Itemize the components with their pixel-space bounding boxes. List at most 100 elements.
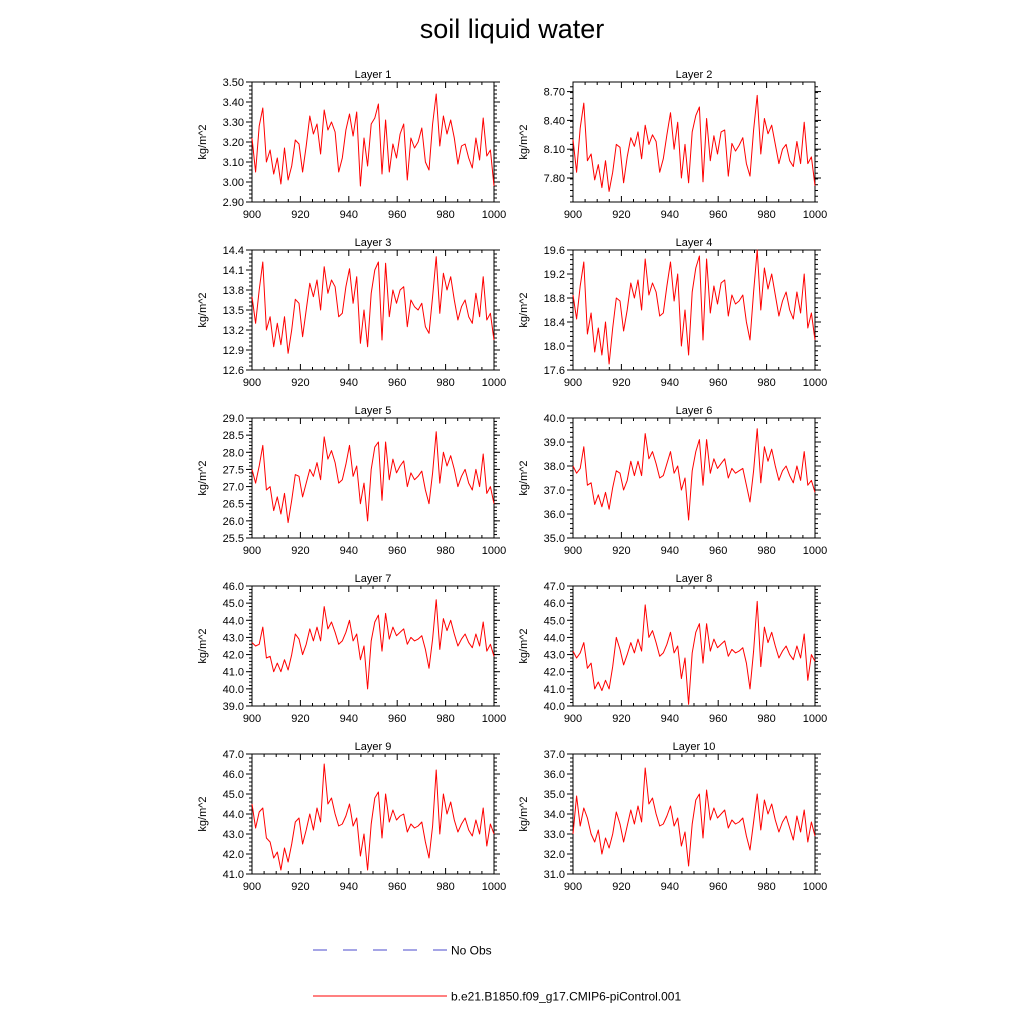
plot-panel: Layer 6 kg/m^2 900 920 940 960 980 1000 35.0 36.0… bbox=[518, 405, 827, 557]
x-tick-label: 920 bbox=[612, 209, 630, 221]
plot-panel: Layer 1 kg/m^2 900 920 940 960 980 1000 2.90 3.00… bbox=[197, 69, 506, 221]
x-tick-label: 920 bbox=[291, 209, 309, 221]
x-tick-label: 960 bbox=[709, 713, 727, 725]
x-tick-label: 940 bbox=[661, 881, 679, 893]
x-tick-label: 1000 bbox=[482, 713, 506, 725]
y-tick-label: 14.1 bbox=[223, 265, 244, 277]
y-axis-label: kg/m^2 bbox=[197, 628, 209, 663]
y-tick-label: 47.0 bbox=[223, 749, 244, 761]
y-tick-label: 27.5 bbox=[223, 464, 244, 476]
x-tick-label: 940 bbox=[340, 713, 358, 725]
y-tick-label: 42.0 bbox=[223, 849, 244, 861]
x-tick-label: 980 bbox=[757, 545, 775, 557]
y-tick-label: 8.70 bbox=[544, 87, 565, 99]
series-line bbox=[572, 428, 816, 521]
x-tick-label: 980 bbox=[436, 545, 454, 557]
y-tick-label: 14.4 bbox=[223, 245, 244, 257]
x-tick-label: 920 bbox=[291, 713, 309, 725]
x-tick-label: 940 bbox=[661, 545, 679, 557]
x-tick-label: 1000 bbox=[803, 881, 827, 893]
x-tick-label: 940 bbox=[340, 209, 358, 221]
x-tick-label: 920 bbox=[612, 881, 630, 893]
x-tick-label: 960 bbox=[388, 545, 406, 557]
x-tick-label: 1000 bbox=[803, 713, 827, 725]
y-tick-label: 42.0 bbox=[544, 667, 565, 679]
legend-label-no-obs: No Obs bbox=[451, 944, 492, 958]
plot-title: Layer 7 bbox=[355, 573, 392, 585]
plot-title: Layer 3 bbox=[355, 237, 392, 249]
plot-title: Layer 8 bbox=[676, 573, 713, 585]
plot-panel: Layer 9 kg/m^2 900 920 940 960 980 1000 41.0 42.0… bbox=[197, 741, 506, 893]
x-tick-label: 900 bbox=[243, 377, 261, 389]
x-tick-label: 920 bbox=[291, 545, 309, 557]
y-axis-label: kg/m^2 bbox=[518, 628, 530, 663]
y-tick-label: 37.0 bbox=[544, 749, 565, 761]
y-tick-label: 45.0 bbox=[223, 789, 244, 801]
y-tick-label: 40.0 bbox=[544, 413, 565, 425]
x-tick-label: 940 bbox=[661, 713, 679, 725]
y-tick-label: 28.5 bbox=[223, 430, 244, 442]
x-tick-label: 980 bbox=[757, 209, 775, 221]
x-tick-label: 1000 bbox=[482, 377, 506, 389]
series-line bbox=[572, 94, 816, 192]
y-tick-label: 40.0 bbox=[544, 701, 565, 713]
y-tick-label: 25.5 bbox=[223, 533, 244, 545]
x-tick-label: 900 bbox=[564, 545, 582, 557]
y-tick-label: 38.0 bbox=[544, 461, 565, 473]
plot-title: Layer 4 bbox=[676, 237, 713, 249]
x-tick-label: 940 bbox=[340, 545, 358, 557]
series-line bbox=[572, 767, 816, 867]
x-tick-label: 900 bbox=[564, 881, 582, 893]
series-line bbox=[251, 763, 495, 871]
y-tick-label: 17.6 bbox=[544, 365, 565, 377]
y-axis-label: kg/m^2 bbox=[197, 796, 209, 831]
y-tick-label: 26.5 bbox=[223, 499, 244, 511]
y-tick-label: 12.9 bbox=[223, 345, 244, 357]
plot-title: Layer 6 bbox=[676, 405, 713, 417]
y-tick-label: 13.5 bbox=[223, 305, 244, 317]
y-axis-label: kg/m^2 bbox=[518, 124, 530, 159]
series-line bbox=[572, 249, 816, 365]
y-axis-label: kg/m^2 bbox=[518, 460, 530, 495]
y-tick-label: 28.0 bbox=[223, 447, 244, 459]
y-tick-label: 40.0 bbox=[223, 684, 244, 696]
y-tick-label: 12.6 bbox=[223, 365, 244, 377]
series-line bbox=[251, 256, 495, 354]
y-tick-label: 41.0 bbox=[223, 869, 244, 881]
x-tick-label: 1000 bbox=[482, 209, 506, 221]
x-tick-label: 920 bbox=[291, 881, 309, 893]
y-tick-label: 41.0 bbox=[223, 667, 244, 679]
x-tick-label: 980 bbox=[436, 377, 454, 389]
x-tick-label: 960 bbox=[709, 377, 727, 389]
x-tick-label: 980 bbox=[757, 377, 775, 389]
y-tick-label: 31.0 bbox=[544, 869, 565, 881]
y-tick-label: 3.20 bbox=[223, 137, 244, 149]
y-tick-label: 26.0 bbox=[223, 516, 244, 528]
x-tick-label: 900 bbox=[243, 209, 261, 221]
x-tick-label: 980 bbox=[757, 881, 775, 893]
y-tick-label: 35.0 bbox=[544, 789, 565, 801]
series-line bbox=[572, 600, 816, 705]
x-tick-label: 980 bbox=[436, 209, 454, 221]
y-tick-label: 35.0 bbox=[544, 533, 565, 545]
x-tick-label: 900 bbox=[243, 881, 261, 893]
series-line bbox=[251, 93, 495, 187]
y-axis-label: kg/m^2 bbox=[518, 796, 530, 831]
y-tick-label: 46.0 bbox=[223, 769, 244, 781]
y-tick-label: 29.0 bbox=[223, 413, 244, 425]
x-tick-label: 1000 bbox=[803, 545, 827, 557]
y-tick-label: 18.4 bbox=[544, 317, 565, 329]
y-tick-label: 7.80 bbox=[544, 173, 565, 185]
y-axis-label: kg/m^2 bbox=[197, 292, 209, 327]
y-tick-label: 43.0 bbox=[223, 632, 244, 644]
y-axis-label: kg/m^2 bbox=[197, 124, 209, 159]
y-tick-label: 8.40 bbox=[544, 115, 565, 127]
plot-panel: Layer 2 kg/m^2 900 920 940 960 980 1000 7.80 8.10… bbox=[518, 69, 827, 221]
y-axis-label: kg/m^2 bbox=[197, 460, 209, 495]
plot-panel: Layer 5 kg/m^2 900 920 940 960 980 1000 25.5 26.0… bbox=[197, 405, 506, 557]
x-tick-label: 900 bbox=[243, 713, 261, 725]
plot-panel: Layer 4 kg/m^2 900 920 940 960 980 1000 17.6 18.0… bbox=[518, 237, 827, 389]
legend-label-model: b.e21.B1850.f09_g17.CMIP6-piControl.001 bbox=[451, 990, 681, 1004]
y-tick-label: 42.0 bbox=[223, 650, 244, 662]
